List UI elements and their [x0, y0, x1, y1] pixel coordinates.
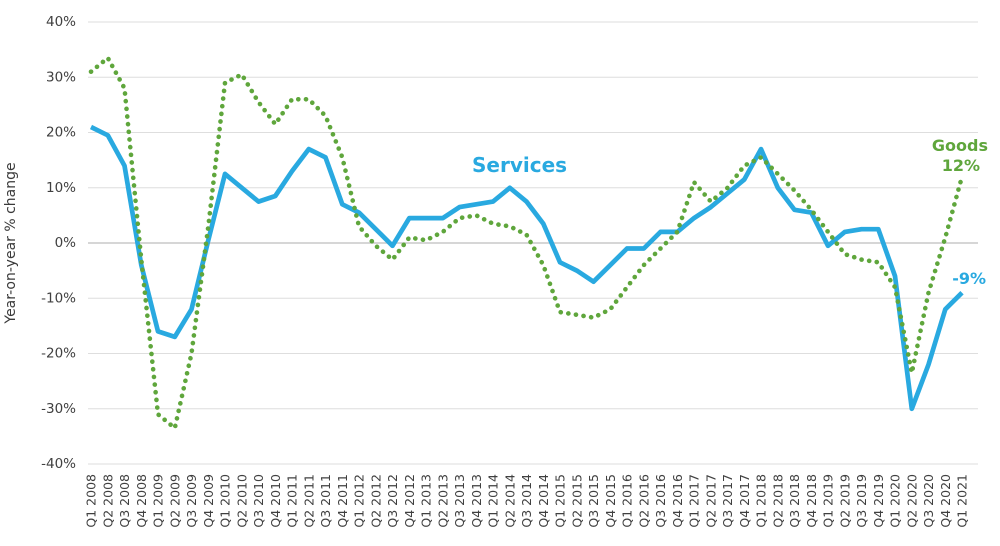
y-tick-label: 10% — [46, 180, 76, 196]
x-tick-label: Q4 2010 — [268, 474, 283, 528]
x-tick-label: Q1 2009 — [151, 474, 166, 528]
x-tick-label: Q4 2015 — [603, 474, 618, 528]
series-services-line — [89, 124, 964, 412]
x-tick-label: Q3 2013 — [452, 474, 467, 528]
x-tick-label: Q4 2017 — [737, 474, 752, 528]
x-tick-label: Q1 2013 — [419, 474, 434, 528]
x-tick-label: Q3 2014 — [519, 474, 534, 528]
y-tick-label: -10% — [41, 290, 76, 306]
y-tick-label: 0% — [55, 235, 77, 251]
y-tick-label: 40% — [46, 14, 76, 30]
x-tick-label: Q4 2014 — [536, 474, 551, 528]
x-tick-label: Q1 2019 — [821, 474, 836, 528]
x-tick-label: Q3 2015 — [586, 474, 601, 528]
x-tick-label: Q1 2011 — [285, 474, 300, 528]
goods-series-label: Goods — [932, 136, 988, 155]
goods-last-value-label: 12% — [942, 156, 980, 175]
x-tick-label: Q4 2011 — [335, 474, 350, 528]
x-tick-label: Q2 2008 — [100, 474, 115, 528]
x-axis-tick-labels: Q1 2008 Q2 2008 Q3 2008 Q4 2008 Q1 2009 Q2 20… — [84, 474, 970, 528]
series-goods-line — [88, 55, 965, 431]
series-layer — [88, 55, 965, 431]
x-tick-label: Q2 2017 — [703, 474, 718, 528]
x-tick-label: Q2 2011 — [301, 474, 316, 528]
x-tick-label: Q1 2008 — [84, 474, 99, 528]
x-tick-label: Q3 2010 — [251, 474, 266, 528]
x-tick-label: Q2 2016 — [636, 474, 651, 528]
x-tick-label: Q2 2019 — [837, 474, 852, 528]
x-tick-label: Q4 2012 — [402, 474, 417, 528]
x-tick-label: Q2 2014 — [502, 474, 517, 528]
x-tick-label: Q1 2016 — [620, 474, 635, 528]
x-tick-label: Q2 2015 — [569, 474, 584, 528]
x-tick-label: Q2 2010 — [234, 474, 249, 528]
x-tick-label: Q2 2018 — [770, 474, 785, 528]
y-axis-title: Year-on-year % change — [3, 162, 19, 324]
services-last-value-label: -9% — [952, 269, 986, 288]
x-tick-label: Q3 2016 — [653, 474, 668, 528]
x-tick-label: Q3 2019 — [854, 474, 869, 528]
y-axis-tick-labels: 40% 30% 20% 10% 0% -10% -20% -30% -40% — [41, 14, 76, 472]
x-tick-label: Q3 2012 — [385, 474, 400, 528]
y-tick-label: -20% — [41, 346, 76, 362]
x-tick-label: Q1 2017 — [687, 474, 702, 528]
x-tick-label: Q1 2018 — [754, 474, 769, 528]
x-tick-label: Q3 2008 — [117, 474, 132, 528]
y-tick-label: -30% — [41, 401, 76, 417]
services-series-label: Services — [472, 153, 567, 177]
x-tick-label: Q3 2017 — [720, 474, 735, 528]
x-tick-label: Q4 2019 — [871, 474, 886, 528]
x-tick-label: Q3 2011 — [318, 474, 333, 528]
x-tick-label: Q2 2013 — [435, 474, 450, 528]
x-tick-label: Q3 2018 — [787, 474, 802, 528]
x-tick-label: Q3 2020 — [921, 474, 936, 528]
y-tick-label: -40% — [41, 456, 76, 472]
y-tick-label: 20% — [46, 125, 76, 141]
x-tick-label: Q2 2009 — [167, 474, 182, 528]
x-tick-label: Q3 2009 — [184, 474, 199, 528]
x-tick-label: Q1 2015 — [553, 474, 568, 528]
x-tick-label: Q1 2020 — [888, 474, 903, 528]
x-tick-label: Q1 2021 — [955, 474, 970, 528]
y-tick-label: 30% — [46, 69, 76, 85]
x-tick-label: Q2 2012 — [368, 474, 383, 528]
x-tick-label: Q1 2014 — [486, 474, 501, 528]
x-tick-label: Q4 2008 — [134, 474, 149, 528]
x-tick-label: Q1 2012 — [352, 474, 367, 528]
x-tick-label: Q2 2020 — [904, 474, 919, 528]
x-tick-label: Q4 2016 — [670, 474, 685, 528]
x-tick-label: Q4 2009 — [201, 474, 216, 528]
x-tick-label: Q1 2010 — [218, 474, 233, 528]
x-tick-label: Q4 2013 — [469, 474, 484, 528]
x-tick-label: Q4 2020 — [938, 474, 953, 528]
gridlines-layer — [88, 21, 978, 465]
x-tick-label: Q4 2018 — [804, 474, 819, 528]
